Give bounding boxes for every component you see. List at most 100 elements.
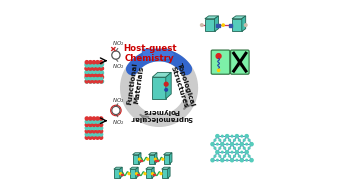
Circle shape bbox=[89, 67, 92, 70]
Bar bbox=[140, 160, 142, 161]
Circle shape bbox=[238, 155, 240, 157]
Circle shape bbox=[99, 73, 103, 77]
Circle shape bbox=[96, 77, 99, 80]
Circle shape bbox=[89, 71, 92, 74]
Circle shape bbox=[96, 133, 99, 136]
Circle shape bbox=[99, 64, 103, 67]
Polygon shape bbox=[146, 167, 154, 169]
Circle shape bbox=[85, 77, 89, 80]
Circle shape bbox=[92, 67, 96, 70]
Bar bbox=[137, 174, 139, 175]
Circle shape bbox=[214, 139, 216, 141]
Circle shape bbox=[138, 158, 140, 160]
Polygon shape bbox=[152, 77, 166, 99]
Bar bbox=[153, 174, 155, 175]
Circle shape bbox=[89, 73, 92, 77]
Polygon shape bbox=[130, 167, 138, 169]
Circle shape bbox=[85, 75, 89, 79]
Circle shape bbox=[221, 143, 224, 146]
Circle shape bbox=[96, 70, 99, 73]
Circle shape bbox=[100, 80, 104, 83]
Text: $NO_2$: $NO_2$ bbox=[112, 39, 124, 48]
Circle shape bbox=[224, 147, 225, 149]
Circle shape bbox=[96, 61, 99, 64]
Circle shape bbox=[93, 80, 96, 83]
Circle shape bbox=[99, 70, 103, 73]
Circle shape bbox=[96, 130, 99, 133]
FancyArrow shape bbox=[142, 49, 175, 60]
Polygon shape bbox=[163, 155, 169, 164]
Circle shape bbox=[85, 133, 89, 136]
Circle shape bbox=[96, 126, 99, 130]
Polygon shape bbox=[130, 169, 136, 178]
Circle shape bbox=[99, 117, 103, 120]
Circle shape bbox=[234, 155, 235, 157]
Circle shape bbox=[99, 67, 103, 70]
Circle shape bbox=[211, 159, 214, 162]
Circle shape bbox=[248, 155, 250, 157]
Circle shape bbox=[85, 80, 89, 83]
Circle shape bbox=[222, 151, 223, 153]
Circle shape bbox=[92, 126, 96, 130]
Circle shape bbox=[226, 159, 228, 161]
Circle shape bbox=[201, 24, 203, 26]
Circle shape bbox=[230, 159, 234, 162]
Circle shape bbox=[96, 73, 99, 77]
Circle shape bbox=[92, 117, 96, 120]
Polygon shape bbox=[166, 72, 171, 99]
Circle shape bbox=[96, 80, 100, 83]
Circle shape bbox=[234, 139, 235, 141]
Circle shape bbox=[89, 75, 92, 79]
Circle shape bbox=[214, 147, 216, 149]
Circle shape bbox=[96, 75, 100, 79]
Circle shape bbox=[96, 64, 99, 67]
Circle shape bbox=[85, 126, 89, 130]
Circle shape bbox=[85, 71, 89, 74]
Polygon shape bbox=[148, 155, 155, 164]
Polygon shape bbox=[136, 167, 138, 178]
Circle shape bbox=[96, 120, 99, 123]
Circle shape bbox=[235, 151, 238, 154]
Circle shape bbox=[89, 133, 92, 136]
Circle shape bbox=[96, 123, 99, 126]
Polygon shape bbox=[205, 19, 215, 31]
Circle shape bbox=[154, 158, 156, 160]
Circle shape bbox=[85, 130, 89, 133]
Circle shape bbox=[89, 63, 92, 66]
Circle shape bbox=[99, 61, 103, 64]
Circle shape bbox=[236, 159, 238, 161]
Circle shape bbox=[96, 63, 100, 66]
Circle shape bbox=[219, 139, 221, 141]
Circle shape bbox=[92, 70, 96, 73]
Circle shape bbox=[85, 136, 89, 139]
Polygon shape bbox=[242, 16, 246, 31]
Circle shape bbox=[85, 64, 89, 67]
Bar bbox=[155, 160, 158, 161]
Circle shape bbox=[234, 147, 235, 149]
Circle shape bbox=[96, 117, 99, 120]
Polygon shape bbox=[163, 153, 172, 155]
Circle shape bbox=[96, 67, 100, 70]
Circle shape bbox=[246, 159, 247, 161]
Bar bbox=[216, 24, 220, 27]
Circle shape bbox=[93, 67, 96, 70]
Circle shape bbox=[92, 80, 96, 83]
Circle shape bbox=[93, 75, 96, 79]
Circle shape bbox=[85, 117, 89, 120]
Circle shape bbox=[164, 82, 168, 86]
Circle shape bbox=[238, 62, 242, 66]
Circle shape bbox=[222, 135, 223, 137]
Polygon shape bbox=[148, 153, 157, 155]
Text: Host-guest
Chemistry: Host-guest Chemistry bbox=[123, 44, 176, 63]
Circle shape bbox=[85, 67, 89, 70]
Text: Functional
Materials: Functional Materials bbox=[126, 62, 145, 106]
Circle shape bbox=[99, 136, 103, 139]
Circle shape bbox=[229, 155, 230, 157]
Circle shape bbox=[224, 139, 225, 141]
Circle shape bbox=[92, 120, 96, 123]
Circle shape bbox=[89, 64, 92, 67]
Circle shape bbox=[100, 63, 104, 66]
Circle shape bbox=[244, 24, 247, 26]
Circle shape bbox=[236, 143, 238, 145]
Circle shape bbox=[250, 143, 253, 146]
